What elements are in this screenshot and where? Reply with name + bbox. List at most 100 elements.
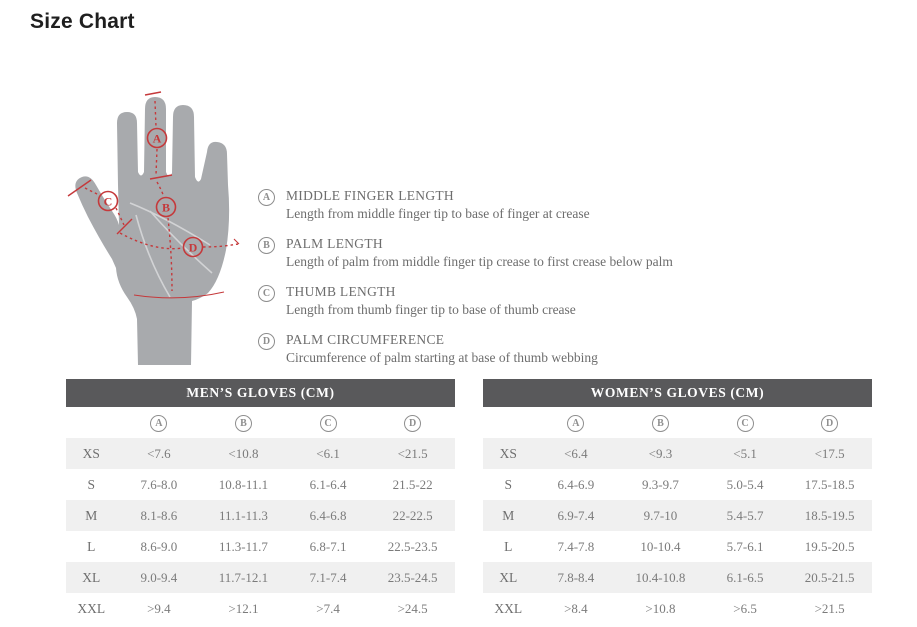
value-cell: 22-22.5 (392, 507, 433, 523)
value-cell: <9.3 (648, 445, 673, 461)
legend-item-d: D PALM CIRCUMFERENCE Circumference of palm… (258, 332, 673, 365)
value-cell: 9.0-9.4 (140, 569, 178, 585)
measure-tick-finger-base (149, 174, 173, 180)
value-cell: >21.5 (814, 600, 845, 616)
value-cell: >9.4 (147, 600, 171, 616)
value-cell: >7.4 (316, 600, 340, 616)
value-cell: 11.7-12.1 (218, 569, 269, 585)
value-cell: 20.5-21.5 (804, 569, 855, 585)
page-title: Size Chart (30, 10, 135, 33)
value-cell: 8.1-8.6 (140, 507, 178, 523)
table-row-l: L 7.4-7.8 10-10.4 5.7-6.1 19.5-20.5 (483, 531, 872, 562)
value-cell: 17.5-18.5 (804, 476, 855, 492)
legend-text: PALM CIRCUMFERENCE Circumference of palm … (286, 332, 598, 365)
column-header-c: C (286, 413, 371, 433)
measure-line-a (154, 100, 157, 128)
legend-title: MIDDLE FINGER LENGTH (286, 188, 454, 203)
value-cell: 11.3-11.7 (219, 538, 268, 554)
value-cell: 10-10.4 (640, 538, 681, 554)
value-cell: 6.4-6.9 (557, 476, 595, 492)
value-cell: 8.6-9.0 (140, 538, 178, 554)
measure-line-a (155, 148, 158, 176)
letter-badge-b: B (651, 415, 669, 433)
letter-badge-b: B (258, 237, 275, 255)
mens-gloves-table: MEN’S GLOVES (CM) A B C D XS <7.6 <10.8 <6.1 <21… (66, 379, 455, 624)
table-row-m: M 8.1-8.6 11.1-11.3 6.4-6.8 22-22.5 (66, 500, 455, 531)
value-cell: >6.5 (733, 600, 757, 616)
value-cell: >8.4 (564, 600, 588, 616)
column-header-row: A B C D (66, 407, 455, 438)
legend-title: THUMB LENGTH (286, 284, 396, 300)
letter-badge-c: C (736, 415, 754, 433)
legend-text: MIDDLE FINGER LENGTH Length from middle f… (286, 188, 590, 221)
value-cell: <6.4 (564, 445, 588, 461)
value-cell: <5.1 (733, 445, 757, 461)
svg-text:B: B (162, 201, 170, 215)
size-label: XXL (77, 600, 106, 616)
table-row-l: L 8.6-9.0 11.3-11.7 6.8-7.1 22.5-23.5 (66, 531, 455, 562)
measure-line-c (84, 187, 100, 196)
value-cell: >10.8 (645, 600, 676, 616)
size-label: XL (499, 569, 518, 585)
table-row-m: M 6.9-7.4 9.7-10 5.4-5.7 18.5-19.5 (483, 500, 872, 531)
letter-badge-a: A (150, 415, 168, 433)
letter-badge-a: A (567, 415, 585, 433)
table-row-xl: XL 9.0-9.4 11.7-12.1 7.1-7.4 23.5-24.5 (66, 562, 455, 593)
mens-table-title: MEN’S GLOVES (CM) (66, 379, 455, 407)
column-header-b: B (618, 413, 703, 433)
size-label: M (502, 507, 515, 523)
value-cell: 5.4-5.7 (726, 507, 764, 523)
hand-silhouette (75, 97, 230, 365)
wrist-crease-line (133, 291, 225, 299)
size-label: L (87, 538, 96, 554)
table-row-s: S 6.4-6.9 9.3-9.7 5.0-5.4 17.5-18.5 (483, 469, 872, 500)
value-cell: <6.1 (316, 445, 340, 461)
letter-badge-b: B (234, 415, 252, 433)
value-cell: 19.5-20.5 (804, 538, 855, 554)
womens-table-title: WOMEN’S GLOVES (CM) (483, 379, 872, 407)
value-cell: 23.5-24.5 (387, 569, 438, 585)
value-cell: <21.5 (397, 445, 428, 461)
hand-label-a: A (146, 127, 168, 149)
palm-crease-line (149, 210, 213, 274)
value-cell: 11.1-11.3 (219, 507, 268, 523)
value-cell: 10.8-11.1 (218, 476, 269, 492)
hand-label-d: D (182, 236, 204, 258)
table-row-xl: XL 7.8-8.4 10.4-10.8 6.1-6.5 20.5-21.5 (483, 562, 872, 593)
value-cell: 7.6-8.0 (140, 476, 178, 492)
column-header-c: C (703, 413, 788, 433)
letter-badge-d: D (404, 415, 422, 433)
value-cell: <17.5 (814, 445, 845, 461)
size-label: L (504, 538, 513, 554)
value-cell: >12.1 (228, 600, 259, 616)
hand-label-b: B (155, 196, 177, 218)
svg-text:C: C (104, 195, 113, 209)
letter-badge-a: A (258, 189, 275, 206)
size-label: XS (82, 445, 100, 461)
measure-line-d-end-tick (233, 238, 240, 245)
column-header-d: D (787, 413, 872, 433)
size-label: S (87, 476, 96, 492)
value-cell: 6.9-7.4 (557, 507, 595, 523)
value-cell: 18.5-19.5 (804, 507, 855, 523)
value-cell: <7.6 (147, 445, 171, 461)
measure-line-b (156, 181, 165, 198)
size-label: M (85, 507, 98, 523)
letter-badge-c: C (319, 415, 337, 433)
table-row-xxl: XXL >8.4 >10.8 >6.5 >21.5 (483, 593, 872, 624)
value-cell: 6.4-6.8 (309, 507, 347, 523)
value-cell: 22.5-23.5 (387, 538, 438, 554)
measure-line-d (119, 232, 184, 250)
value-cell: 10.4-10.8 (635, 569, 686, 585)
value-cell: 21.5-22 (392, 476, 433, 492)
letter-badge-c: C (258, 285, 275, 303)
value-cell: 6.1-6.4 (309, 476, 347, 492)
value-cell: 5.7-6.1 (726, 538, 764, 554)
table-row-xxl: XXL >9.4 >12.1 >7.4 >24.5 (66, 593, 455, 624)
value-cell: 5.0-5.4 (726, 476, 764, 492)
legend-item-c: C THUMB LENGTH Length from thumb finger ti… (258, 284, 673, 317)
svg-text:A: A (153, 132, 162, 146)
measure-line-b (167, 217, 173, 292)
palm-crease-line (129, 202, 211, 246)
